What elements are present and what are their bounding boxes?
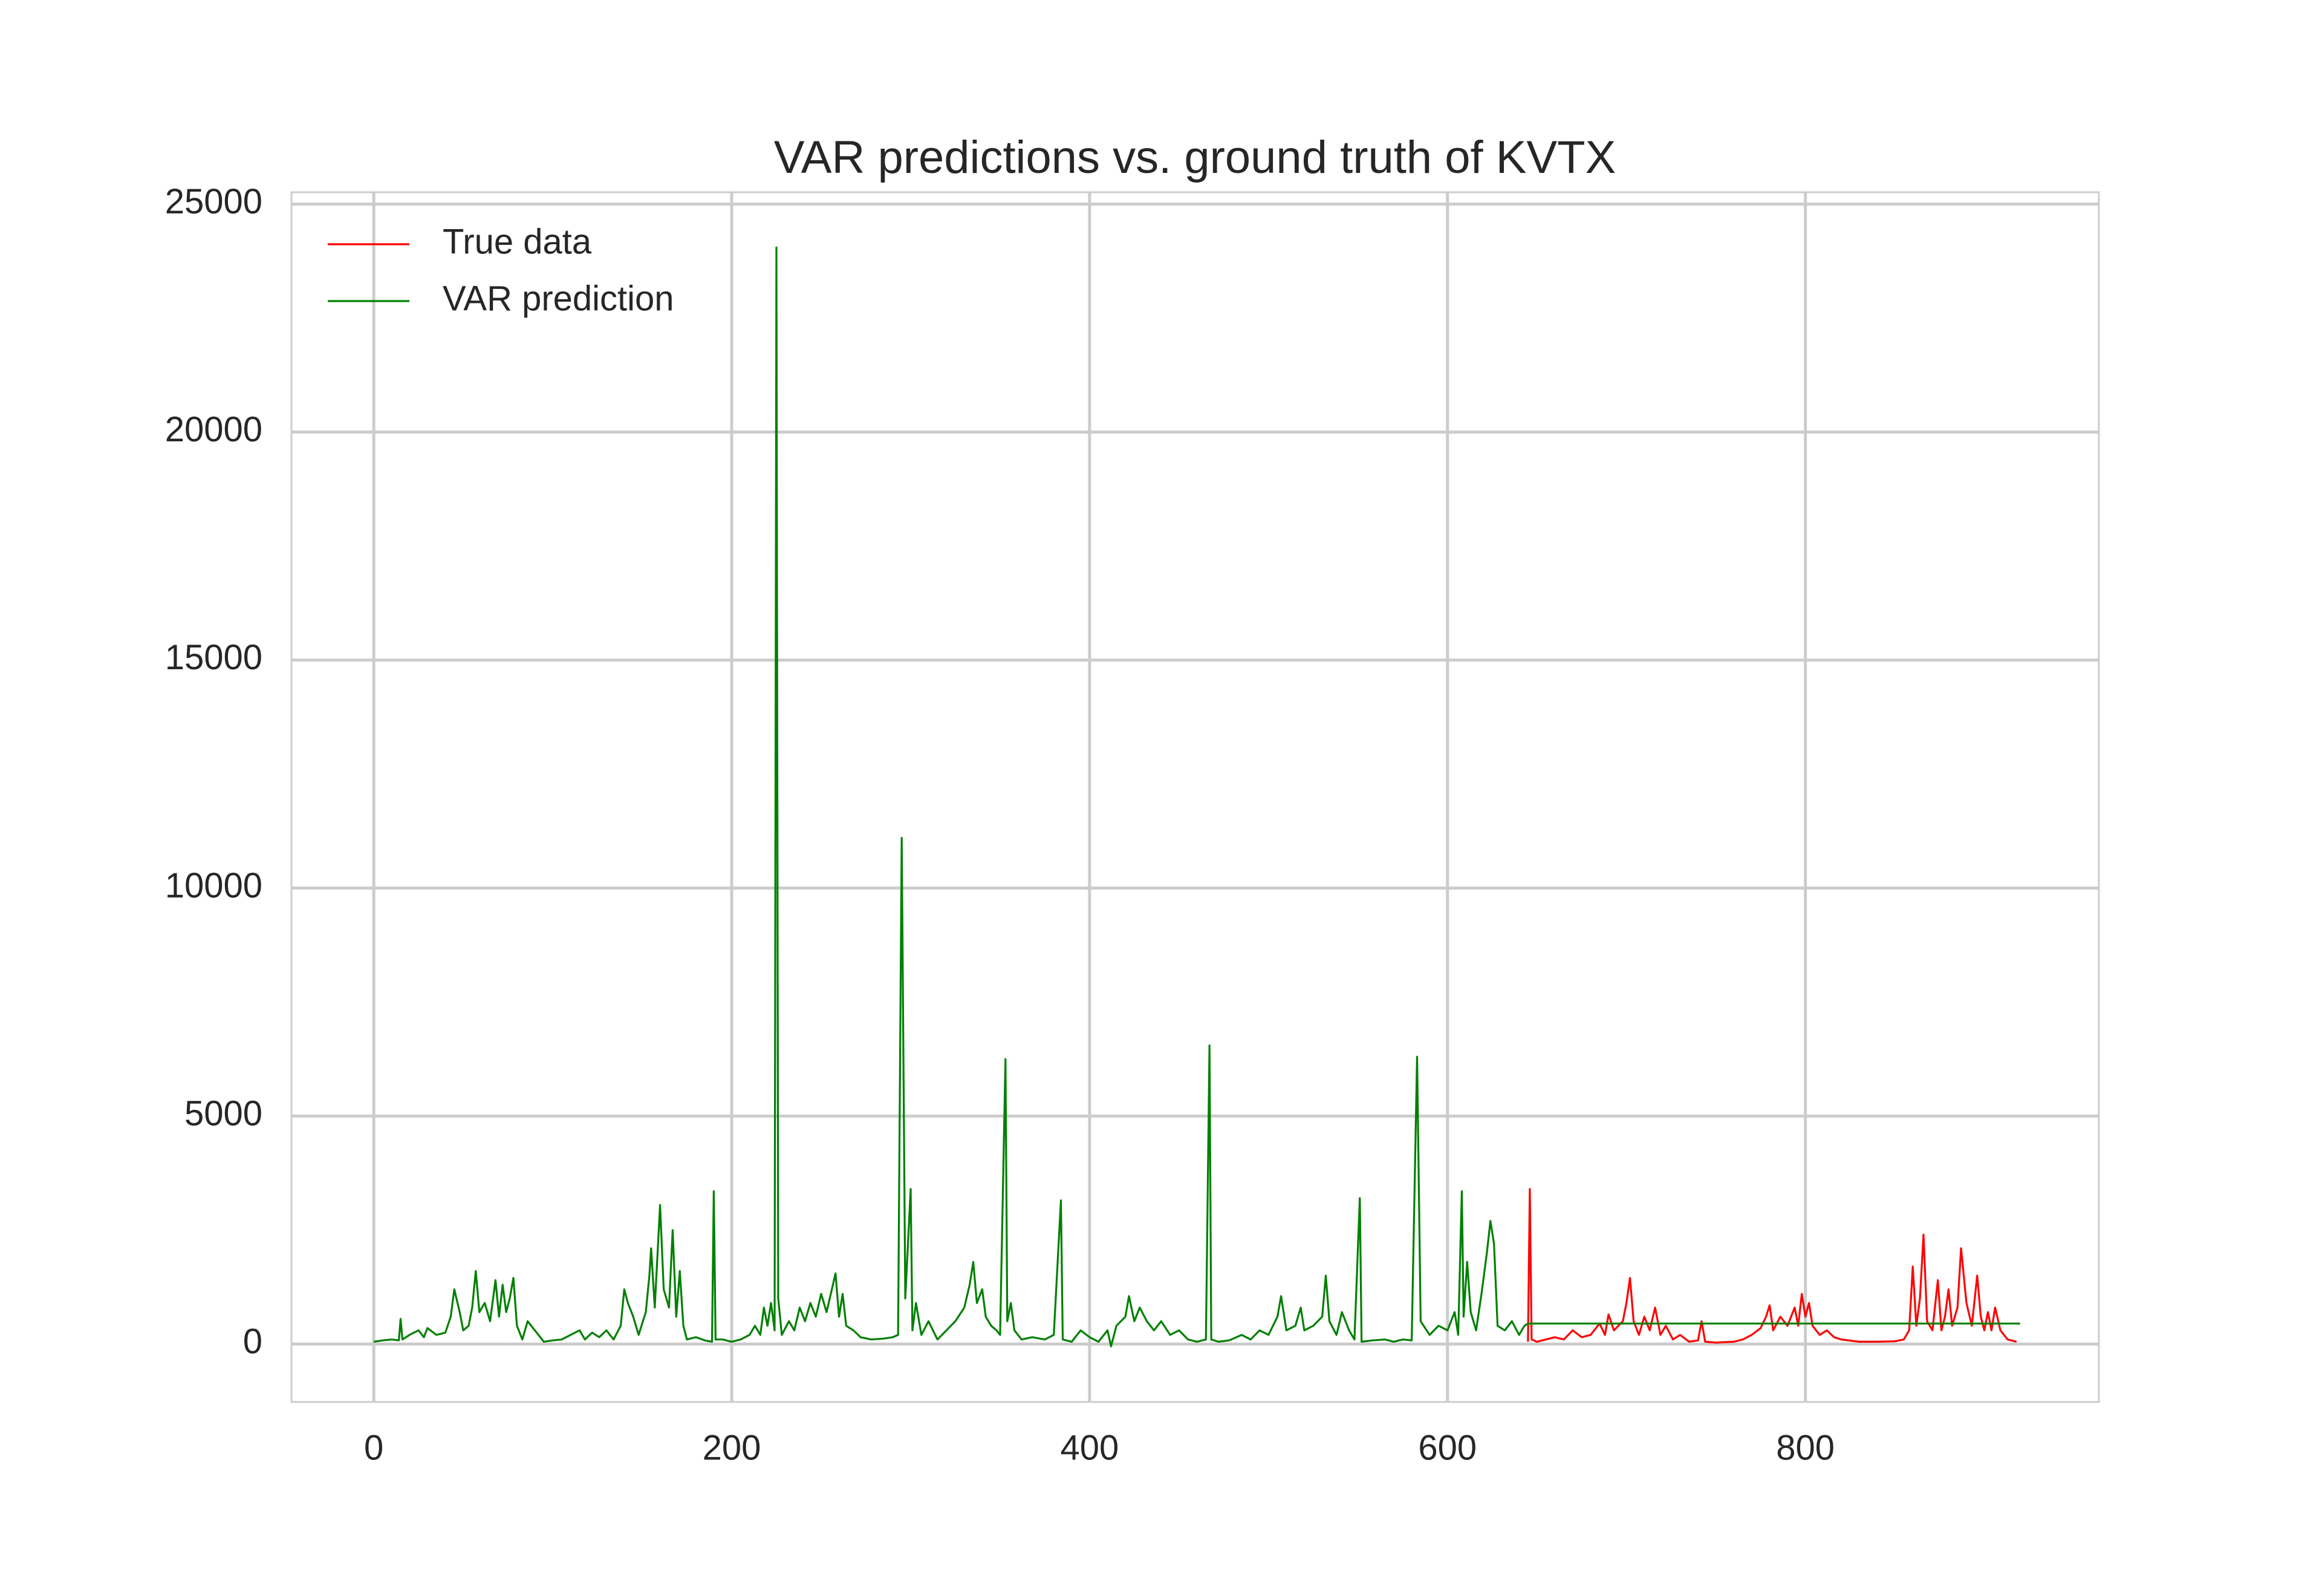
x-tick-label: 600 xyxy=(1418,1428,1477,1467)
chart-title: VAR predictions vs. ground truth of KVTX xyxy=(774,132,1616,183)
x-tick-label: 800 xyxy=(1776,1428,1835,1467)
data-line xyxy=(1527,1188,2017,1344)
data-line xyxy=(373,246,2020,1348)
x-tick-label: 400 xyxy=(1061,1428,1119,1467)
x-tick-label: 200 xyxy=(703,1428,761,1467)
legend-label: True data xyxy=(443,222,592,261)
axes-frame xyxy=(290,191,2100,1403)
x-tick-label: 0 xyxy=(364,1428,383,1467)
y-tick-label: 0 xyxy=(243,1322,262,1361)
y-tick-label: 25000 xyxy=(165,182,262,221)
legend-label: VAR prediction xyxy=(443,279,674,318)
y-tick-label: 5000 xyxy=(184,1094,262,1133)
y-tick-label: 20000 xyxy=(165,410,262,449)
y-tick-label: 15000 xyxy=(165,638,262,677)
y-tick-label: 10000 xyxy=(165,866,262,905)
